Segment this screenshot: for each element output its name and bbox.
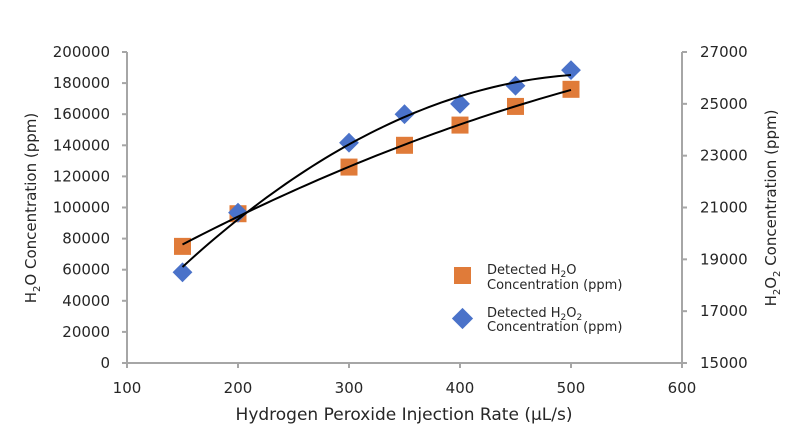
y-left-tick-label: 100000	[53, 199, 110, 217]
y-left-tick-label: 20000	[62, 323, 110, 341]
y-left-tick-label: 120000	[53, 167, 110, 185]
legend-label-h2o: Detected H2O	[487, 263, 576, 280]
h2o2-data-point	[505, 75, 526, 96]
h2o-data-point	[562, 80, 580, 98]
y-left-tick-label: 160000	[53, 105, 110, 123]
axes: 100 200 300 400 500 600 0 20000 40000 60000 80000 1…	[53, 43, 748, 397]
h2o2-trendline	[181, 74, 572, 268]
legend-label-h2o2: Detected H2O2	[487, 306, 582, 323]
data-points	[172, 60, 581, 283]
h2o2-data-point	[228, 202, 248, 223]
x-tick-label: 600	[668, 379, 697, 397]
y-axis-right-title: H2O2 Concentration (ppm)	[762, 110, 783, 307]
y-left-tick-label: 60000	[62, 261, 110, 279]
legend: Detected H2O Concentration (ppm) Detecte…	[451, 263, 622, 335]
y-right-tick-label: 17000	[700, 302, 748, 320]
y-left-tick-label: 80000	[62, 230, 110, 248]
x-axis-title: Hydrogen Peroxide Injection Rate (µL/s)	[236, 405, 573, 425]
x-tick-label: 500	[557, 379, 586, 397]
y-left-tick-label: 140000	[53, 136, 110, 154]
x-tick-label: 200	[224, 379, 253, 397]
y-right-tick-label: 15000	[700, 354, 748, 372]
y-left-tick-label: 40000	[62, 292, 110, 310]
y-right-tick-label: 27000	[700, 43, 748, 61]
x-tick-label: 300	[335, 379, 364, 397]
y-left-tick-label: 180000	[53, 74, 110, 92]
y-right-tick-label: 25000	[700, 95, 748, 113]
h2o2-data-point	[561, 60, 581, 81]
y-axis-left-title: H2O Concentration (ppm)	[22, 113, 43, 303]
y-right-tick-label: 19000	[700, 250, 748, 268]
legend-label-h2o2-line2: Concentration (ppm)	[487, 320, 622, 335]
y-right-tick-label: 23000	[700, 147, 748, 165]
legend-label-h2o-line2: Concentration (ppm)	[487, 278, 622, 293]
h2o2-data-point	[172, 262, 193, 283]
h2o2-data-point	[339, 132, 359, 153]
y-left-tick-label: 0	[100, 354, 110, 372]
x-tick-label: 400	[446, 379, 475, 397]
legend-marker-h2o2	[451, 307, 474, 330]
x-tick-label: 100	[113, 379, 142, 397]
y-left-tick-label: 200000	[53, 43, 110, 61]
y-right-tick-label: 21000	[700, 199, 748, 217]
legend-marker-h2o	[454, 267, 471, 284]
